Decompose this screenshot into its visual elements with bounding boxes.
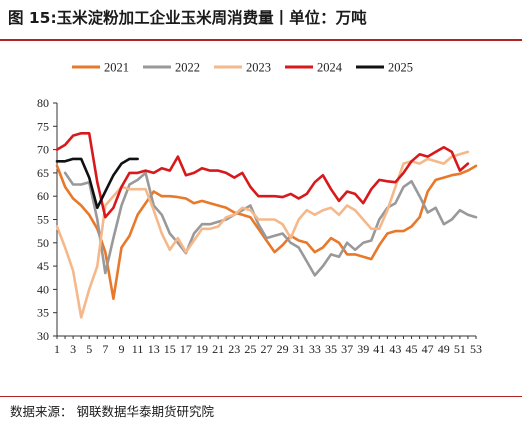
- x-tick-label: 23: [228, 342, 240, 356]
- title-divider: [0, 39, 522, 41]
- source-divider: [0, 396, 522, 397]
- series-line-2025: [55, 157, 139, 210]
- legend-label-2021: 2021: [104, 61, 129, 75]
- x-tick-label: 9: [118, 342, 124, 356]
- x-tick-label: 19: [196, 342, 208, 356]
- y-tick-label: 40: [37, 282, 49, 296]
- legend-label-2025: 2025: [388, 61, 413, 75]
- x-tick-label: 39: [357, 342, 369, 356]
- x-tick-label: 29: [277, 342, 289, 356]
- x-tick-label: 53: [470, 342, 482, 356]
- x-tick-label: 27: [261, 342, 273, 356]
- series-line-2023: [55, 150, 470, 319]
- y-tick-label: 30: [37, 329, 49, 343]
- x-tick-label: 3: [70, 342, 76, 356]
- x-tick-label: 11: [132, 342, 144, 356]
- x-tick-label: 37: [341, 342, 353, 356]
- legend-label-2022: 2022: [175, 61, 200, 75]
- x-tick-label: 21: [212, 342, 224, 356]
- x-tick-label: 35: [325, 342, 337, 356]
- y-tick-label: 55: [37, 213, 49, 227]
- x-tick-label: 49: [438, 342, 450, 356]
- x-tick-label: 51: [454, 342, 466, 356]
- y-tick-label: 60: [37, 189, 49, 203]
- y-tick-label: 75: [37, 119, 49, 133]
- x-tick-label: 31: [293, 342, 305, 356]
- y-tick-label: 80: [37, 96, 49, 110]
- y-tick-label: 70: [37, 143, 49, 157]
- chart-title: 图 15:玉米淀粉加工企业玉米周消费量丨单位：万吨: [8, 9, 367, 27]
- y-tick-label: 65: [37, 166, 49, 180]
- x-tick-label: 33: [309, 342, 321, 356]
- x-tick-label: 15: [164, 342, 176, 356]
- y-tick-label: 45: [37, 259, 49, 273]
- y-tick-label: 50: [37, 236, 49, 250]
- x-tick-label: 47: [422, 342, 434, 356]
- x-tick-label: 7: [102, 342, 108, 356]
- source-note: 数据来源： 钢联数据华泰期货研究院: [10, 404, 214, 419]
- x-tick-label: 45: [406, 342, 418, 356]
- x-tick-label: 13: [148, 342, 160, 356]
- series-line-2024: [55, 132, 470, 219]
- x-tick-label: 17: [180, 342, 192, 356]
- x-tick-label: 5: [86, 342, 92, 356]
- legend-label-2023: 2023: [246, 61, 271, 75]
- x-tick-label: 1: [54, 342, 60, 356]
- series-line-2022: [63, 171, 478, 277]
- x-tick-label: 25: [244, 342, 256, 356]
- legend-label-2024: 2024: [317, 61, 343, 75]
- series-line-2021: [55, 164, 478, 300]
- x-tick-label: 41: [373, 342, 385, 356]
- y-tick-label: 35: [37, 306, 49, 320]
- x-tick-label: 43: [389, 342, 401, 356]
